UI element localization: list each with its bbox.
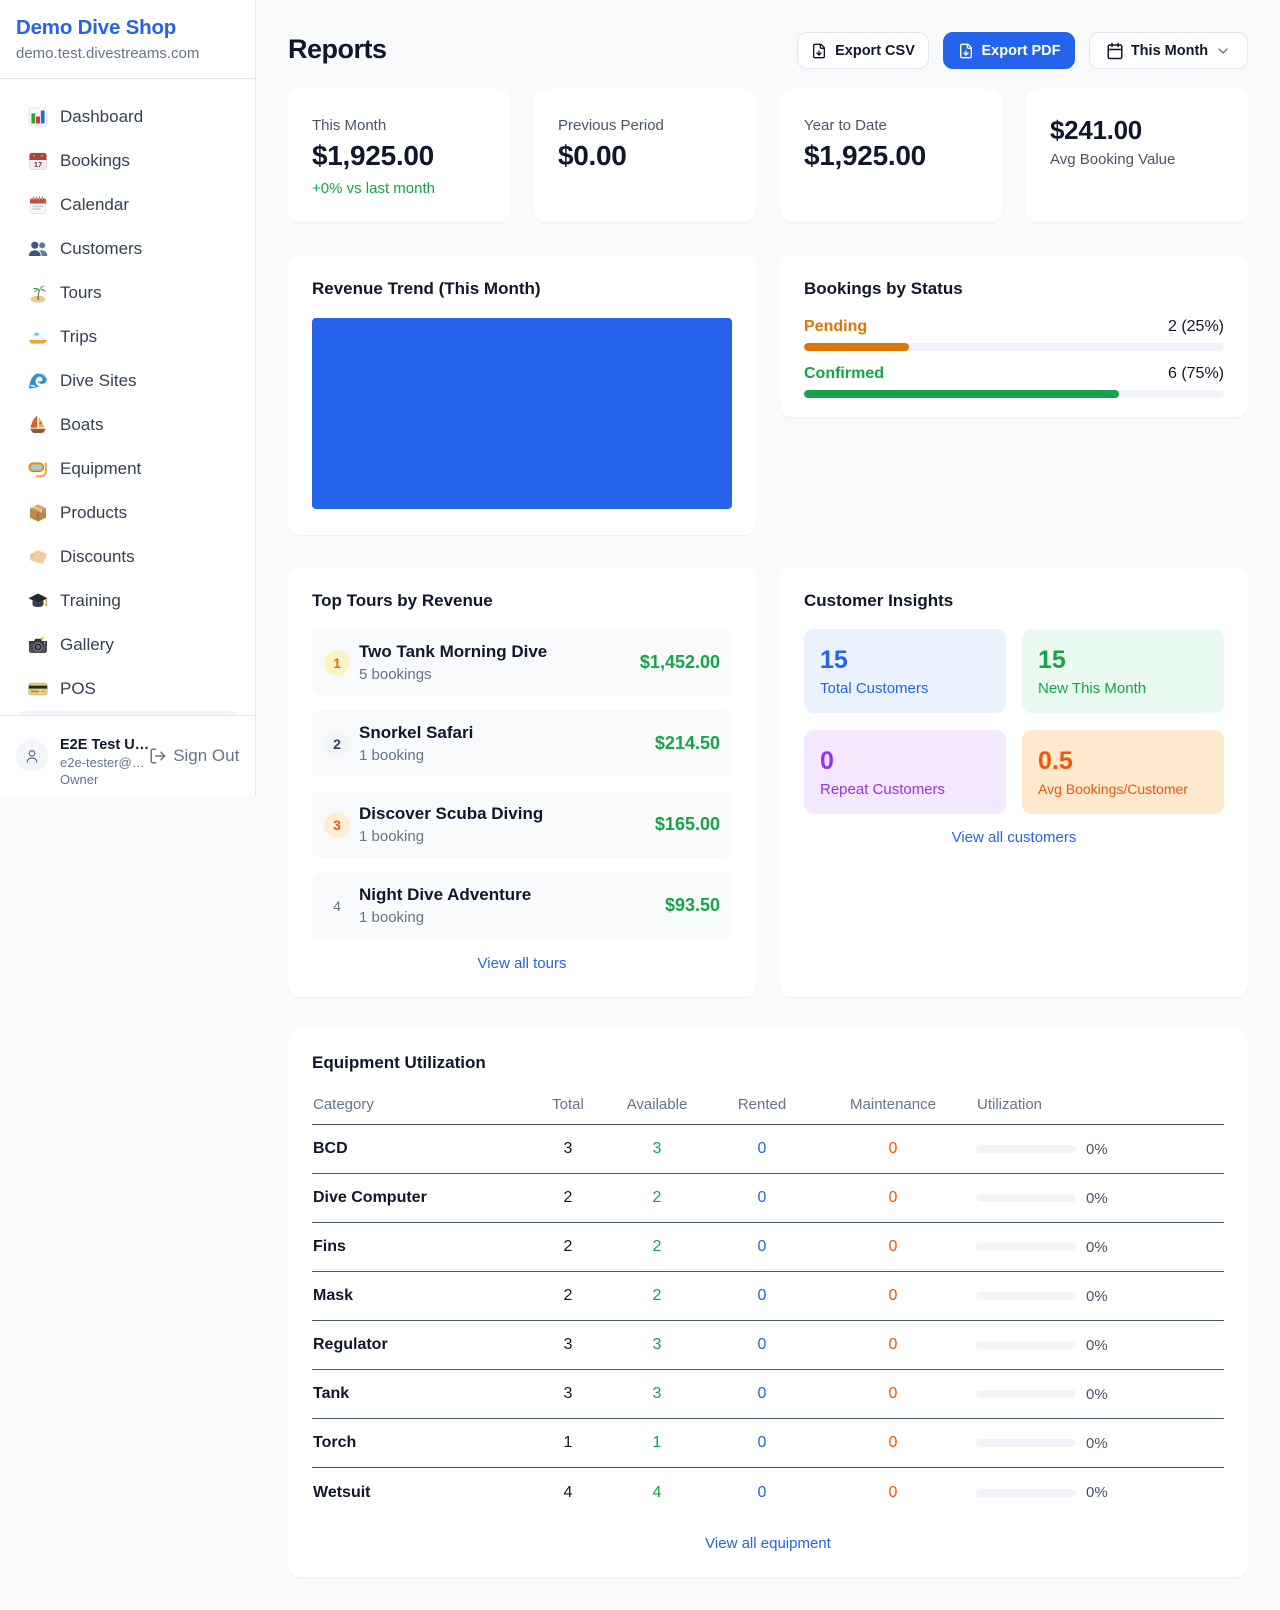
svg-text:17: 17 bbox=[34, 160, 42, 169]
